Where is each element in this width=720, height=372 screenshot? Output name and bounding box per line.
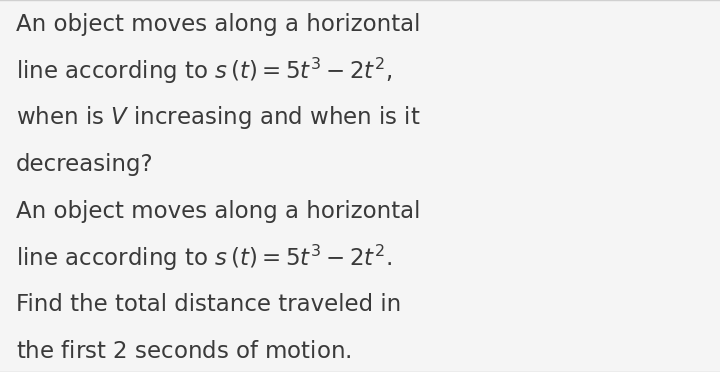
Text: An object moves along a horizontal: An object moves along a horizontal <box>16 200 420 223</box>
Text: line according to $s\,(t) = 5t^3 - 2t^2$,: line according to $s\,(t) = 5t^3 - 2t^2$… <box>16 56 392 86</box>
Text: the first $2$ seconds of motion.: the first $2$ seconds of motion. <box>16 340 351 363</box>
Text: Find the total distance traveled in: Find the total distance traveled in <box>16 293 401 316</box>
Text: An object moves along a horizontal: An object moves along a horizontal <box>16 13 420 36</box>
Text: line according to $s\,(t) = 5t^3 - 2t^2$.: line according to $s\,(t) = 5t^3 - 2t^2$… <box>16 243 392 273</box>
Text: decreasing?: decreasing? <box>16 153 153 176</box>
Text: when is $V$ increasing and when is it: when is $V$ increasing and when is it <box>16 104 420 131</box>
